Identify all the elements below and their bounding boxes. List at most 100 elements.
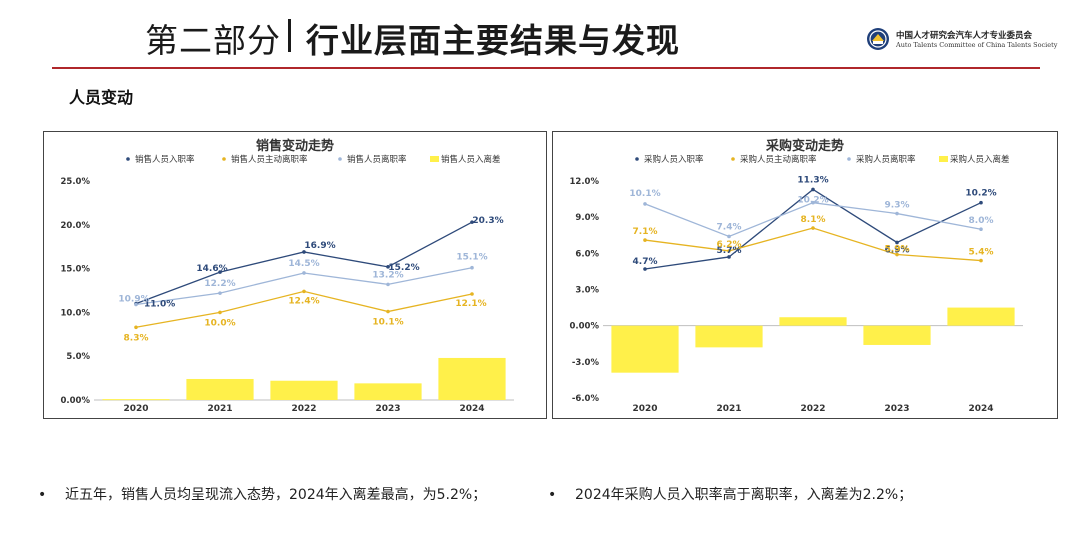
data-point bbox=[218, 270, 222, 274]
data-point bbox=[895, 211, 899, 216]
x-tick-label: 2022 bbox=[291, 404, 316, 414]
data-point bbox=[895, 252, 899, 257]
bar bbox=[947, 307, 1015, 326]
legend-entry: 采购人员主动离职率 bbox=[740, 154, 817, 165]
title-part: 第二部分 bbox=[145, 21, 281, 60]
bar bbox=[611, 325, 679, 373]
data-point bbox=[727, 255, 731, 259]
org-name-cn: 中国人才研究会汽车人才专业委员会 bbox=[896, 31, 1033, 41]
bullet-text-sales: 近五年，销售人员均呈现流入态势，2024年入离差最高，为5.2%； bbox=[65, 487, 487, 503]
title-separator bbox=[288, 19, 291, 52]
data-label: 8.1% bbox=[801, 215, 826, 225]
bar bbox=[779, 317, 847, 326]
data-point bbox=[470, 292, 474, 296]
data-label: 7.1% bbox=[633, 227, 658, 237]
data-label: 9.3% bbox=[885, 201, 910, 211]
y-tick-label: 5.0% bbox=[66, 352, 90, 362]
data-point bbox=[643, 238, 647, 242]
x-tick-label: 2021 bbox=[716, 404, 741, 414]
data-label: 6.9% bbox=[885, 245, 910, 255]
x-tick-label: 2023 bbox=[884, 404, 909, 414]
bullet-dot: • bbox=[38, 487, 47, 503]
data-point bbox=[386, 282, 390, 287]
data-point bbox=[302, 250, 306, 254]
data-label: 13.2% bbox=[372, 270, 403, 280]
data-label: 11.3% bbox=[797, 175, 828, 185]
x-tick-label: 2021 bbox=[207, 404, 232, 414]
data-label: 20.3% bbox=[472, 216, 503, 226]
data-point bbox=[811, 187, 815, 192]
legend-swatch bbox=[939, 156, 948, 162]
data-point bbox=[386, 309, 390, 314]
data-point bbox=[811, 226, 815, 230]
page-title: 行业层面主要结果与发现 bbox=[306, 21, 680, 60]
legend-entry: 采购人员入职率 bbox=[644, 154, 704, 165]
purchase-chart-panel: 采购变动走势 采购人员入职率 采购人员主动离职率 采购人员离职率 采购人员入离差 -6.0… bbox=[552, 131, 1058, 419]
data-point bbox=[134, 325, 138, 330]
data-point bbox=[979, 200, 983, 205]
bullet-text-purchase: 2024年采购人员入职率高于离职率，入离差为2.2%； bbox=[575, 487, 913, 503]
data-label: 14.6% bbox=[196, 264, 227, 274]
data-point bbox=[811, 200, 815, 205]
y-tick-label: 12.0% bbox=[570, 177, 600, 187]
data-label: 11.0% bbox=[144, 300, 175, 310]
data-label: 4.7% bbox=[633, 257, 658, 267]
legend-entry: 采购人员离职率 bbox=[856, 154, 916, 165]
header-rule bbox=[52, 67, 1040, 69]
legend-marker bbox=[338, 157, 342, 161]
x-tick-label: 2022 bbox=[800, 404, 825, 414]
y-tick-label: 0.00% bbox=[61, 396, 91, 406]
data-label: 15.2% bbox=[388, 263, 419, 273]
data-label: 15.1% bbox=[456, 253, 487, 263]
bar bbox=[863, 325, 931, 345]
y-tick-label: 9.0% bbox=[575, 213, 599, 223]
data-point bbox=[895, 240, 899, 245]
x-tick-label: 2024 bbox=[459, 404, 484, 414]
x-tick-label: 2020 bbox=[123, 404, 148, 414]
legend-swatch bbox=[430, 156, 439, 162]
chart-title: 销售变动走势 bbox=[256, 138, 334, 154]
data-label: 5.4% bbox=[969, 248, 994, 258]
bar bbox=[354, 383, 422, 400]
bar bbox=[438, 357, 506, 400]
org-logo-icon bbox=[867, 28, 889, 50]
data-point bbox=[470, 220, 474, 224]
data-point bbox=[134, 302, 138, 307]
chart-title: 采购变动走势 bbox=[765, 138, 844, 154]
data-label: 10.0% bbox=[204, 318, 235, 328]
legend-entry: 销售人员入职率 bbox=[135, 154, 195, 165]
data-point bbox=[727, 249, 731, 253]
data-label: 16.9% bbox=[304, 241, 335, 251]
y-tick-label: 10.0% bbox=[61, 308, 91, 318]
bar bbox=[102, 399, 170, 401]
y-tick-label: 25.0% bbox=[61, 177, 91, 187]
data-label: 8.3% bbox=[124, 333, 149, 343]
series-line bbox=[644, 227, 982, 262]
data-label: 5.7% bbox=[717, 246, 742, 256]
data-label: 8.0% bbox=[969, 216, 994, 226]
sales-chart-panel: 销售变动走势 销售人员入职率 销售人员主动离职率 销售人员离职率 销售人员入离差 0.00… bbox=[43, 131, 547, 419]
bar bbox=[695, 325, 763, 348]
data-point bbox=[302, 289, 306, 294]
data-label: 12.4% bbox=[288, 296, 319, 306]
legend-marker bbox=[635, 157, 639, 161]
bullet-dot: • bbox=[548, 487, 557, 503]
data-point bbox=[979, 258, 983, 263]
org-name-en: Auto Talents Committee of China Talents … bbox=[896, 41, 1058, 49]
data-label: 10.2% bbox=[965, 189, 996, 199]
data-point bbox=[302, 271, 306, 275]
section-title: 人员变动 bbox=[69, 88, 134, 107]
x-tick-label: 2020 bbox=[632, 404, 657, 414]
data-label: 5.9% bbox=[885, 245, 910, 255]
legend-marker bbox=[222, 157, 226, 161]
data-label: 10.9% bbox=[118, 295, 149, 305]
legend-entry: 销售人员主动离职率 bbox=[231, 154, 308, 165]
data-label: 7.4% bbox=[717, 222, 742, 232]
data-point bbox=[218, 291, 222, 295]
data-point bbox=[643, 202, 647, 206]
data-label: 6.2% bbox=[717, 240, 742, 250]
slide-header: 第二部分 行业层面主要结果与发现 中国人才研究会汽车人才专业委员会 Auto T… bbox=[0, 0, 1080, 72]
legend-entry: 销售人员入离差 bbox=[441, 154, 501, 165]
